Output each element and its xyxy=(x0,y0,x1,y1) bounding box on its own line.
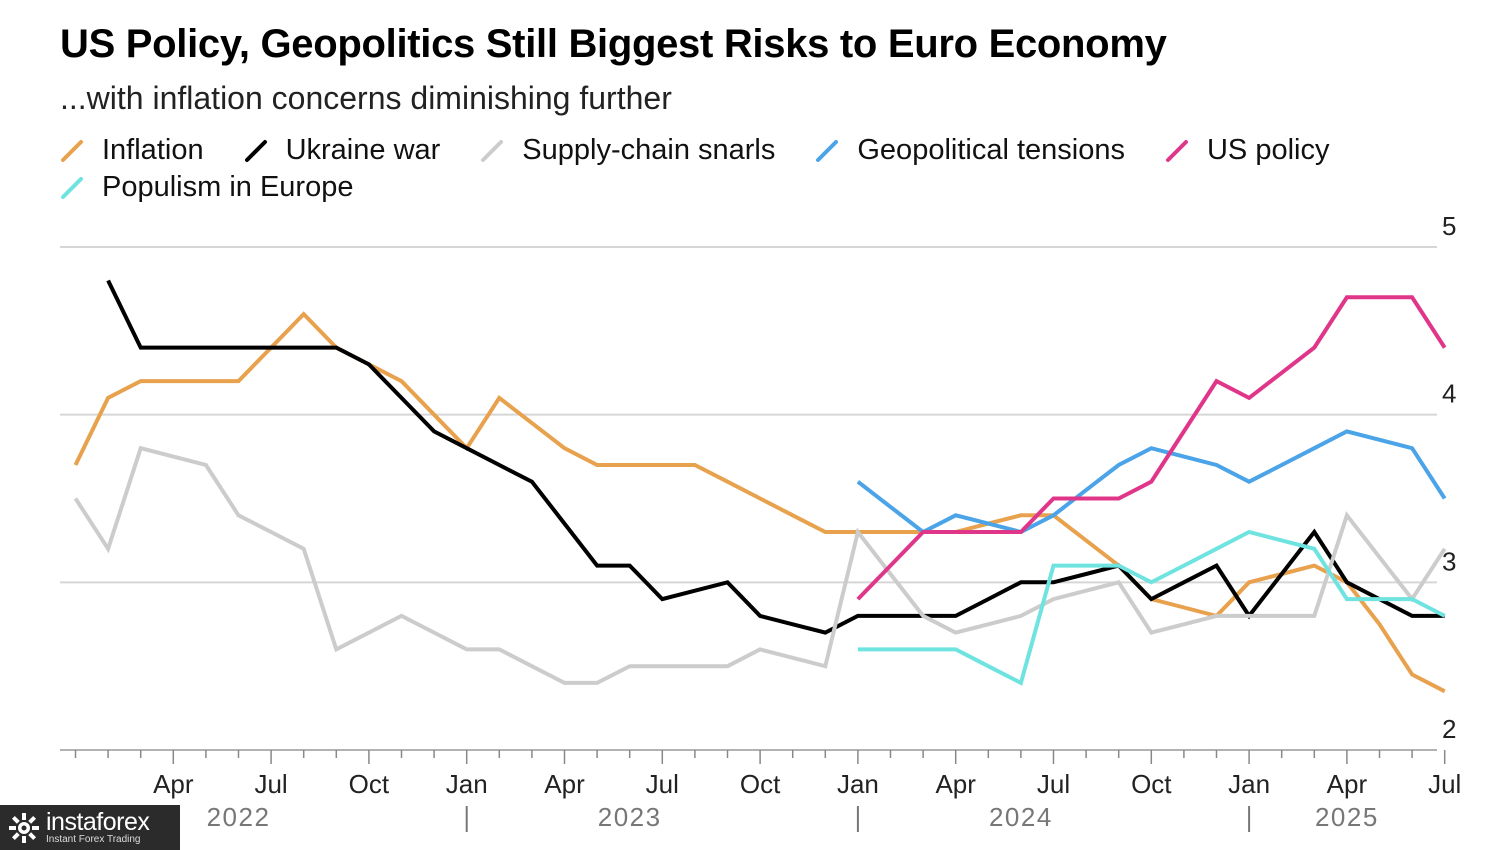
legend-item-us-policy: US policy xyxy=(1165,134,1330,167)
legend-label-supply-chain: Supply-chain snarls xyxy=(522,134,776,166)
chart-subtitle: ...with inflation concerns diminishing f… xyxy=(60,80,672,116)
year-label: 2025 xyxy=(1315,802,1379,832)
legend-label-ukraine-war: Ukraine war xyxy=(285,134,441,166)
x-tick-label: Oct xyxy=(740,769,781,799)
legend-item-ukraine-war: Ukraine war xyxy=(244,134,441,167)
series-layer xyxy=(73,279,1447,694)
x-tick-label: Oct xyxy=(1131,769,1172,799)
legend-item-populism: Populism in Europe xyxy=(60,171,353,204)
watermark-brand: instaforex xyxy=(46,808,150,836)
legend-row-2: Populism in Europe xyxy=(60,169,1460,206)
legend-item-geopolitical: Geopolitical tensions xyxy=(815,134,1125,167)
legend: Inflation Ukraine war Supply-chain snarl… xyxy=(60,132,1460,206)
series-line-supply-chain-snarls xyxy=(73,445,1447,685)
legend-swatch-supply-chain xyxy=(480,139,504,163)
series-line-ukraine-war xyxy=(106,279,1445,635)
watermark-tagline: Instant Forex Trading xyxy=(46,834,141,845)
legend-item-inflation: Inflation xyxy=(60,134,204,167)
x-tick-label: Apr xyxy=(153,769,194,799)
legend-label-populism: Populism in Europe xyxy=(102,171,354,203)
x-tick-label: Apr xyxy=(544,769,585,799)
y-tick-label: 5 xyxy=(1442,211,1456,241)
x-tick-label: Jul xyxy=(254,769,287,799)
x-tick-label: Jan xyxy=(446,769,488,799)
legend-label-geopolitical: Geopolitical tensions xyxy=(857,134,1125,166)
legend-swatch-populism xyxy=(60,176,84,200)
legend-swatch-geopolitical xyxy=(815,139,839,163)
chart-title: US Policy, Geopolitics Still Biggest Ris… xyxy=(60,22,1167,66)
legend-swatch-inflation xyxy=(60,139,84,163)
legend-label-inflation: Inflation xyxy=(102,134,204,166)
year-label: 2022 xyxy=(207,802,271,832)
year-label: 2024 xyxy=(989,802,1053,832)
legend-row-1: Inflation Ukraine war Supply-chain snarl… xyxy=(60,132,1460,169)
year-label: 2023 xyxy=(598,802,662,832)
x-tick-label: Apr xyxy=(935,769,976,799)
legend-label-us-policy: US policy xyxy=(1206,134,1330,166)
x-tick-label: Jan xyxy=(1228,769,1270,799)
legend-item-supply-chain: Supply-chain snarls xyxy=(480,134,775,167)
instaforex-logo-icon xyxy=(9,812,39,843)
series-line-us-policy xyxy=(856,295,1447,601)
y-axis: 5 4 3 2 xyxy=(1442,211,1456,744)
x-tick-label: Apr xyxy=(1327,769,1368,799)
grid-layer xyxy=(60,246,1437,751)
x-axis: Apr Jul Oct Jan Apr Jul Oct Jan Apr Jul Oct Jan Apr J… xyxy=(74,750,1461,832)
legend-swatch-ukraine-war xyxy=(244,139,268,163)
series-line-populism-in-europe xyxy=(857,529,1446,686)
y-tick-label: 4 xyxy=(1442,379,1456,409)
series-line-geopolitical-tensions xyxy=(856,429,1447,535)
legend-swatch-us-policy xyxy=(1165,139,1189,163)
x-tick-label: Oct xyxy=(349,769,390,799)
x-tick-label: Jul xyxy=(646,769,679,799)
x-tick-label: Jul xyxy=(1428,769,1461,799)
y-tick-label: 3 xyxy=(1442,546,1456,576)
y-tick-label: 2 xyxy=(1442,714,1456,744)
x-tick-label: Jul xyxy=(1037,769,1070,799)
series-line-inflation xyxy=(73,311,1446,694)
watermark: instaforex Instant Forex Trading xyxy=(0,805,180,850)
x-tick-label: Jan xyxy=(837,769,879,799)
